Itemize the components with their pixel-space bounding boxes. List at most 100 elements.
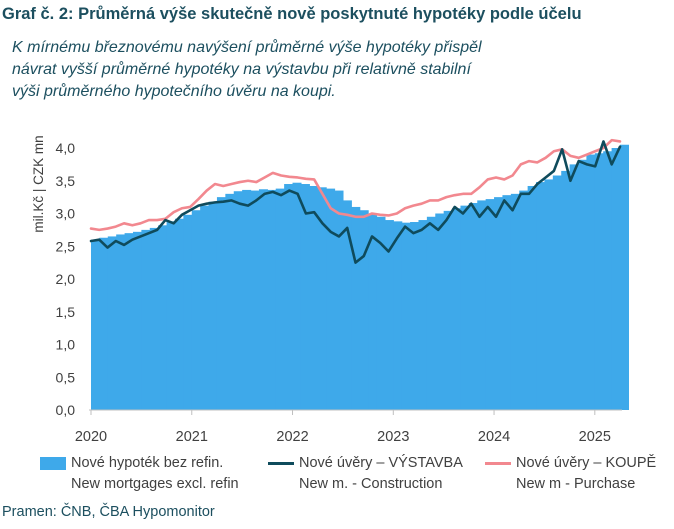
subtitle-line-1: K mírnému březnovému navýšení průměrné v… <box>12 39 482 56</box>
x-tick-label: 2024 <box>478 429 510 445</box>
x-tick-label: 2022 <box>276 429 308 445</box>
area-bar <box>124 233 134 410</box>
area-bar <box>309 185 319 410</box>
area-bar <box>594 153 604 411</box>
y-tick-label: 1,5 <box>56 304 76 320</box>
area-bar <box>468 203 478 410</box>
area-bar <box>435 213 445 410</box>
legend-item-area: Nové hypoték bez refin. <box>40 455 223 471</box>
y-axis-title: mil.Kč | CZK mn <box>31 135 46 232</box>
area-bar <box>216 197 226 411</box>
area-bar <box>334 190 344 410</box>
area-bar <box>326 188 336 410</box>
subtitle-line-2: návrat vyšší průměrné hypotéky na výstav… <box>12 61 471 78</box>
legend-label-area-en: New mortgages excl. refin <box>71 476 239 492</box>
area-bar <box>149 227 159 410</box>
area-bar <box>452 208 462 410</box>
legend-item-purchase: Nové úvěry – KOUPĚ <box>485 455 656 471</box>
area-bar <box>544 179 554 410</box>
legend-swatch-purchase <box>485 461 511 465</box>
area-bar <box>502 195 512 410</box>
area-bar <box>536 182 546 410</box>
area-bar <box>561 170 571 410</box>
area-bar <box>284 184 294 410</box>
area-bar <box>317 187 327 410</box>
area-bar <box>368 213 378 410</box>
area-bar <box>418 220 428 410</box>
area-bar <box>611 148 621 410</box>
subtitle-line-3: výši průměrného hypotečního úvěru na kou… <box>12 83 336 100</box>
area-bar <box>477 200 487 410</box>
area-bar <box>132 231 142 410</box>
area-bar <box>578 159 588 410</box>
area-bar <box>494 197 504 411</box>
y-tick-label: 1,0 <box>56 337 76 353</box>
area-bar <box>183 214 193 410</box>
area-bar <box>208 201 218 410</box>
legend-label-purchase: Nové úvěry – KOUPĚ <box>516 455 657 471</box>
area-bar <box>174 218 184 410</box>
area-bar <box>158 225 168 410</box>
area-bar <box>200 205 210 410</box>
legend-label-construction: Nové úvěry – VÝSTAVBA <box>299 455 463 471</box>
construction-line <box>89 140 622 264</box>
area-bar <box>116 234 126 410</box>
area-bar <box>250 190 260 410</box>
y-tick-label: 2,0 <box>56 271 76 287</box>
area-bar <box>443 210 453 410</box>
area-bar <box>376 216 386 410</box>
y-tick-label: 0,0 <box>56 402 76 418</box>
source-note: Pramen: ČNB, ČBA Hypomonitor <box>2 504 215 520</box>
x-tick-label: 2021 <box>176 429 208 445</box>
area-bar <box>91 239 100 410</box>
legend-item-construction: Nové úvěry – VÝSTAVBA <box>268 455 463 471</box>
x-tick-label: 2025 <box>579 429 611 445</box>
area-bar <box>569 164 579 411</box>
area-bar <box>359 210 369 410</box>
area-bar <box>99 237 109 410</box>
area-bar <box>267 189 277 410</box>
chart-subtitle: K mírnému březnovému navýšení průměrné v… <box>12 37 632 103</box>
y-tick-label: 3,5 <box>56 173 76 189</box>
area-bar <box>393 221 403 410</box>
area-bar <box>410 222 420 410</box>
legend-label-area: Nové hypoték bez refin. <box>71 455 224 471</box>
area-bar <box>603 151 613 410</box>
y-tick-label: 2,5 <box>56 238 76 254</box>
area-bar <box>426 216 436 410</box>
area-bar <box>233 191 243 410</box>
area-bar <box>586 154 596 410</box>
area-bar <box>191 210 201 410</box>
y-tick-label: 0,5 <box>56 369 76 385</box>
legend-swatch-area <box>40 456 66 470</box>
area-bar <box>485 199 495 410</box>
purchase-line <box>89 138 622 232</box>
area-bar <box>460 205 470 410</box>
area-bar <box>242 189 252 410</box>
legend-label-construction-en: New m. - Construction <box>299 476 443 492</box>
area-bar <box>527 185 537 410</box>
area-bar <box>342 200 352 410</box>
area-bar <box>510 193 520 410</box>
area-bar <box>225 193 235 410</box>
legend-swatch-construction <box>268 461 294 465</box>
y-tick-label: 3,0 <box>56 206 76 222</box>
x-tick-label: 2020 <box>75 429 107 445</box>
area-bar <box>620 144 629 411</box>
y-tick-label: 4,0 <box>56 140 76 156</box>
area-bar <box>384 220 394 410</box>
legend-label-purchase-en: New m - Purchase <box>516 476 636 492</box>
area-bar <box>275 188 285 410</box>
area-bar <box>351 206 361 410</box>
area-bar <box>107 236 117 410</box>
chart-title: Graf č. 2: Průměrná výše skutečně nově p… <box>2 5 582 23</box>
area-bar <box>519 190 529 410</box>
area-bar <box>258 189 268 410</box>
area-bar <box>401 222 411 410</box>
area-bar <box>166 221 176 410</box>
x-tick-label: 2023 <box>377 429 409 445</box>
area-bar <box>292 182 302 410</box>
area-bar <box>300 184 310 410</box>
area-bar <box>141 229 151 411</box>
